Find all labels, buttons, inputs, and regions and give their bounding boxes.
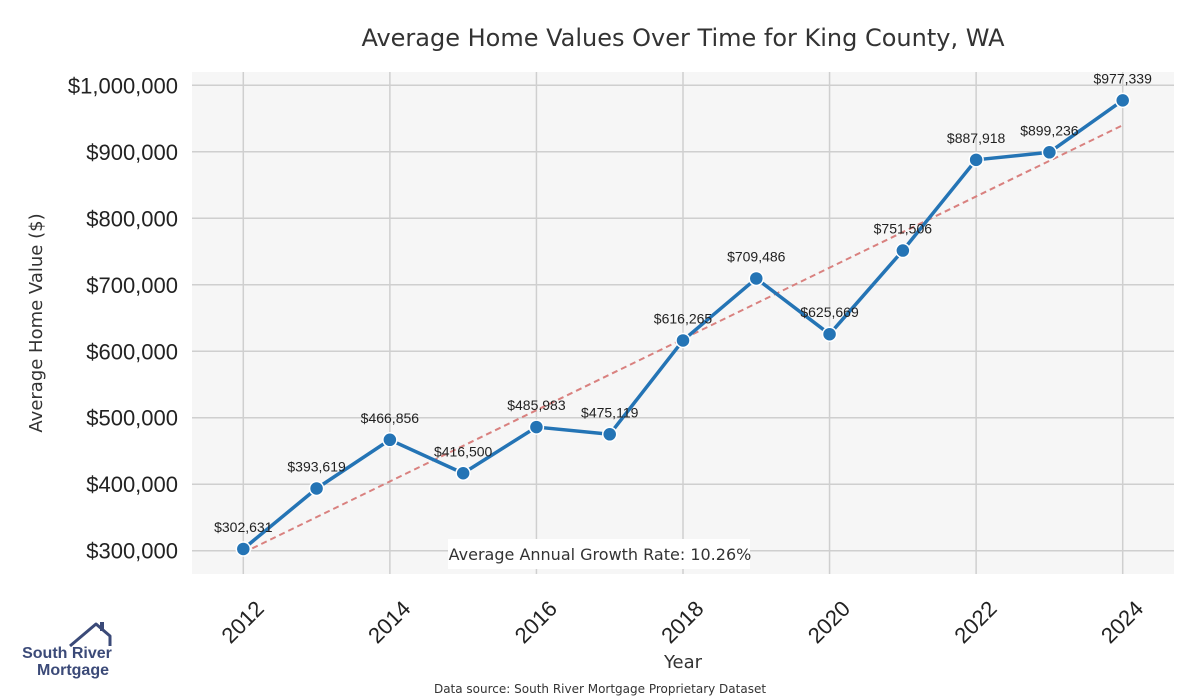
- data-label: $416,500: [434, 443, 493, 459]
- y-tick-label: $1,000,000: [68, 73, 178, 98]
- data-label: $616,265: [654, 310, 713, 326]
- logo-text-line1: South River: [22, 645, 112, 662]
- growth-annotation-box: [448, 539, 750, 569]
- y-axis: $300,000 $400,000 $500,000 $600,000 $700,000…: [68, 73, 178, 563]
- x-tick-label: 2012: [217, 596, 269, 648]
- data-label: $393,619: [287, 458, 346, 474]
- data-point: [235, 541, 252, 557]
- x-tick-label: 2020: [803, 596, 855, 648]
- data-point: [675, 332, 691, 349]
- data-labels: $302,631 $393,619 $466,856 $416,500 $485,983…: [214, 70, 1152, 535]
- data-point: [748, 270, 765, 287]
- x-tick-label: 2024: [1096, 596, 1148, 648]
- y-tick-label: $300,000: [86, 539, 178, 564]
- data-point: [1041, 144, 1058, 161]
- data-label: $475,119: [581, 404, 639, 420]
- growth-annotation: Average Annual Growth Rate: 10.26%: [449, 545, 752, 564]
- y-axis-label: Average Home Value ($): [26, 213, 47, 432]
- x-tick-label: 2014: [363, 596, 415, 648]
- chimney-icon: [100, 622, 104, 631]
- chart-title: Average Home Values Over Time for King C…: [361, 24, 1005, 52]
- data-label: $466,856: [361, 410, 420, 426]
- grid: [192, 72, 1174, 574]
- data-label: $899,236: [1020, 122, 1079, 138]
- data-label: $977,339: [1093, 70, 1152, 86]
- data-point: [382, 432, 398, 448]
- x-tick-label: 2022: [949, 596, 1001, 648]
- x-axis: 2012 2014 2016 2018 2020 2022 2024: [217, 596, 1149, 648]
- data-label: $625,669: [800, 304, 859, 320]
- x-tick-label: 2016: [510, 596, 562, 648]
- brand-logo: South River Mortgage: [22, 622, 112, 679]
- data-label: $485,983: [507, 397, 566, 413]
- data-point: [821, 326, 838, 342]
- y-tick-label: $600,000: [86, 339, 178, 364]
- data-source-note: Data source: South River Mortgage Propri…: [434, 682, 766, 696]
- logo-text-line2: Mortgage: [37, 662, 109, 679]
- data-label: $887,918: [947, 130, 1006, 146]
- y-tick-label: $900,000: [86, 140, 178, 165]
- data-point: [308, 480, 325, 497]
- data-label: $751,506: [874, 221, 933, 237]
- data-label: $302,631: [214, 519, 273, 535]
- data-point: [968, 152, 984, 168]
- data-point: [528, 419, 545, 435]
- data-points: [235, 92, 1131, 557]
- y-tick-label: $800,000: [86, 206, 178, 231]
- y-tick-label: $500,000: [86, 406, 178, 431]
- data-point: [895, 242, 911, 259]
- x-axis-label: Year: [663, 652, 703, 673]
- x-tick-label: 2018: [656, 596, 708, 648]
- y-tick-label: $400,000: [86, 472, 178, 497]
- data-point: [455, 465, 471, 482]
- trend-line: [242, 124, 1124, 554]
- data-point: [1114, 92, 1131, 109]
- data-point: [601, 426, 618, 443]
- data-label: $709,486: [727, 248, 786, 264]
- y-tick-label: $700,000: [86, 273, 178, 298]
